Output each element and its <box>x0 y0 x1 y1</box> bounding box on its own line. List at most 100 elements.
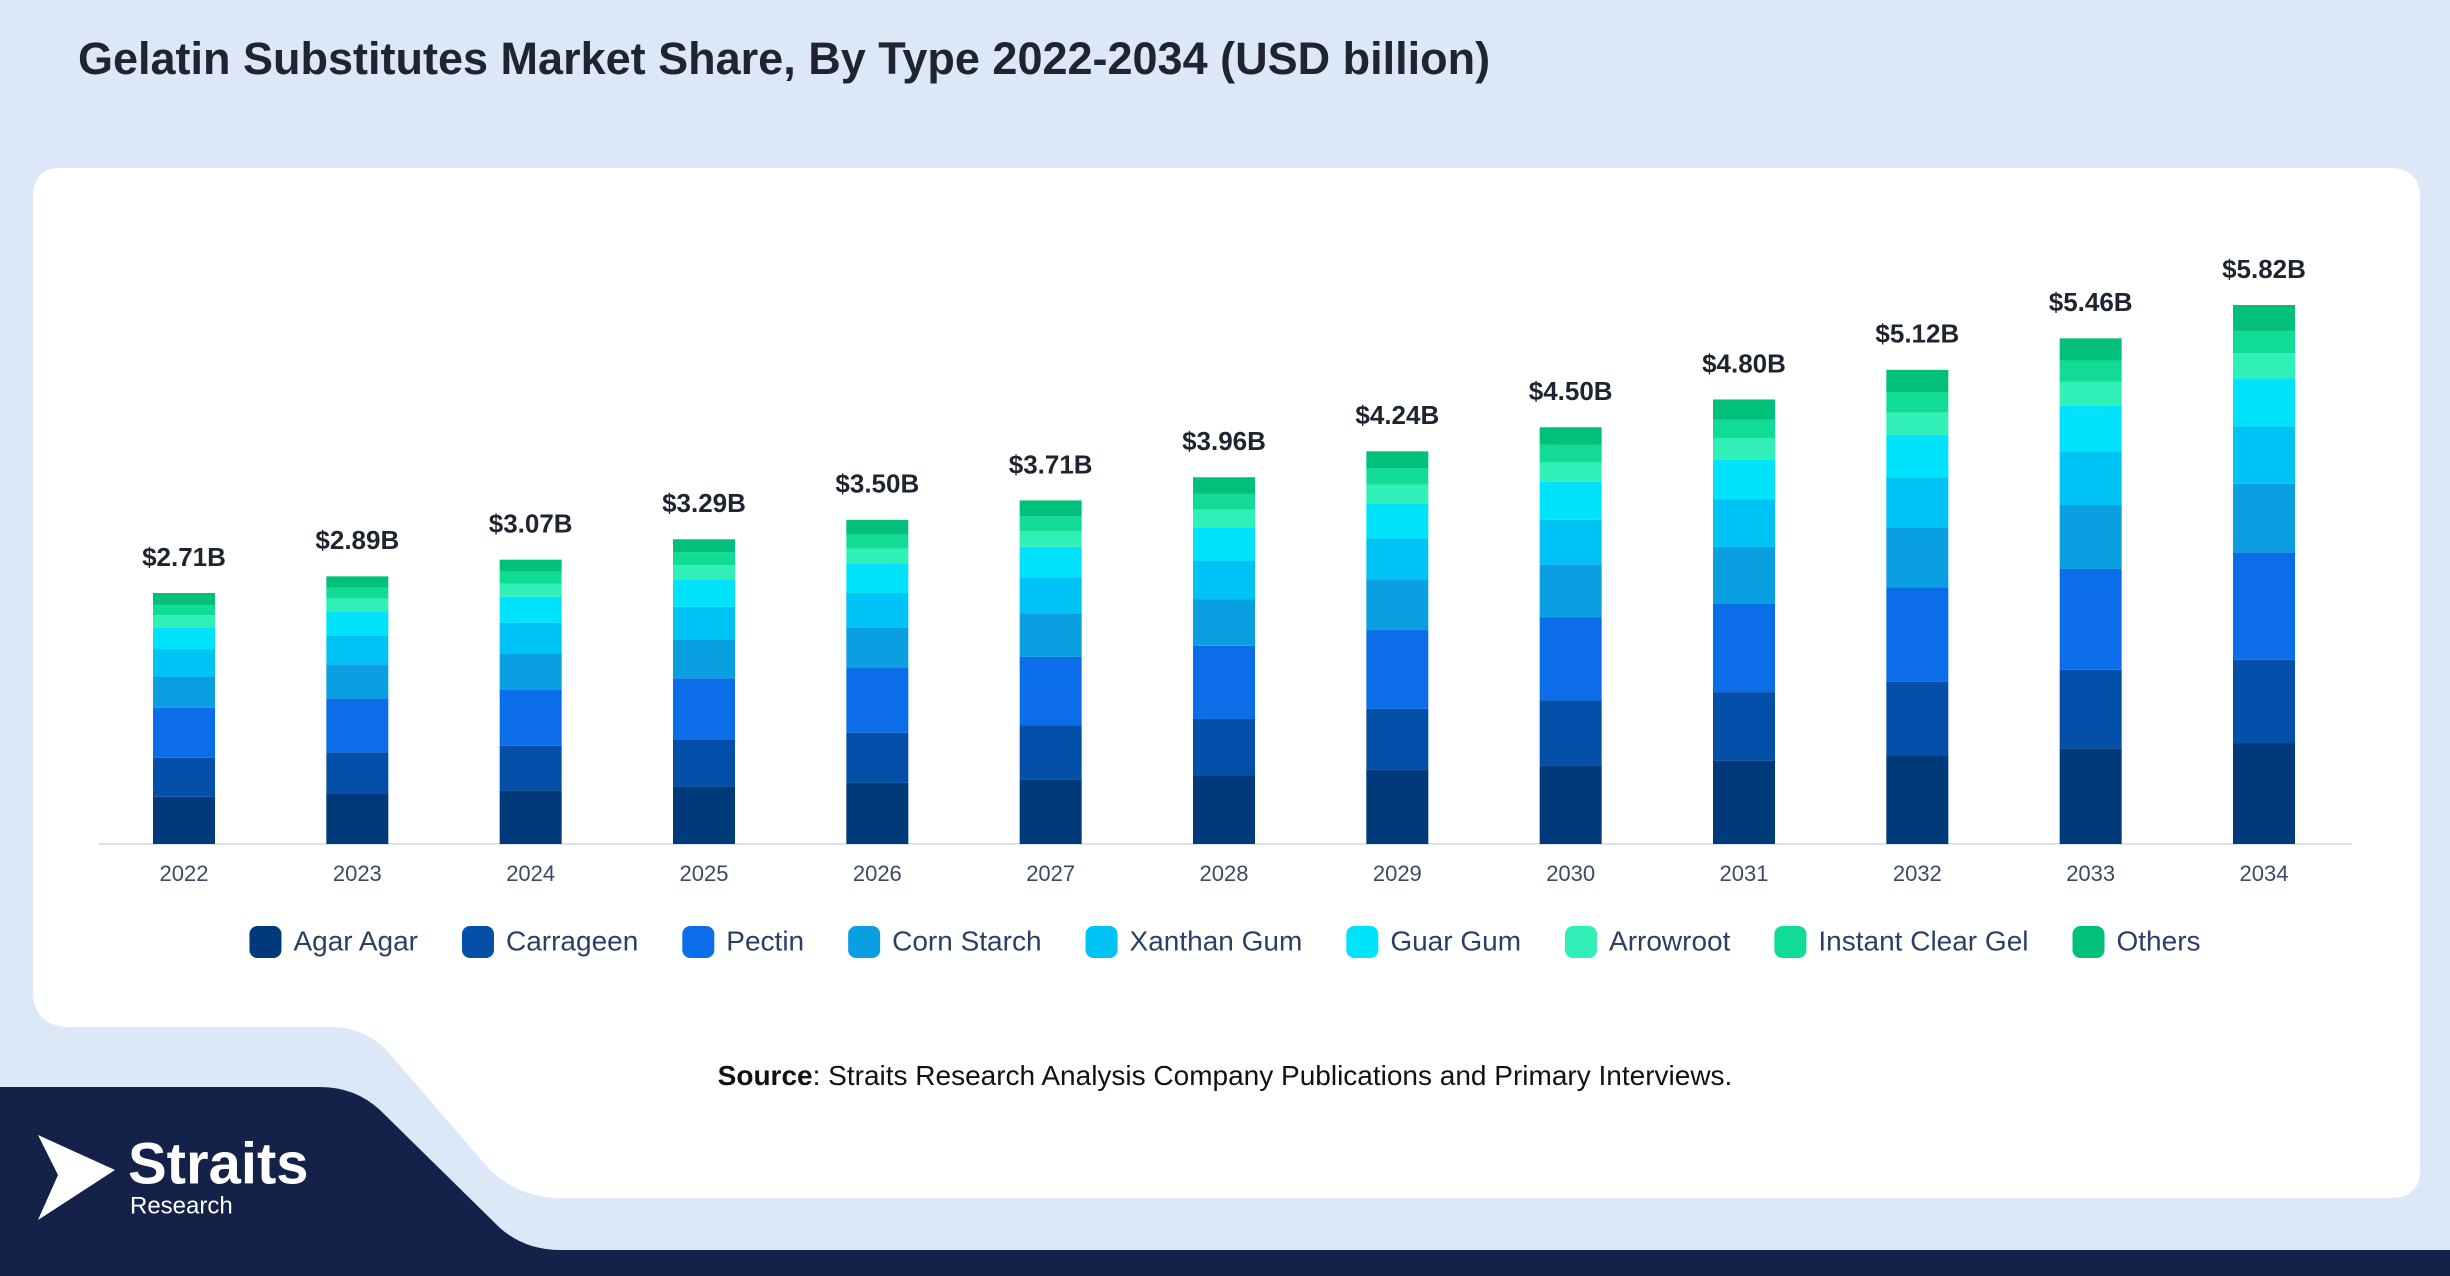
total-label: $3.07B <box>489 509 573 539</box>
bar-segment <box>1886 527 1949 588</box>
bar-segment <box>1886 412 1949 435</box>
bar-segment <box>499 596 562 623</box>
total-label: $4.80B <box>1702 348 1786 378</box>
bar-segment <box>1193 775 1255 844</box>
legend-swatch <box>1774 926 1807 958</box>
total-label: $3.71B <box>1009 449 1093 479</box>
bar-segment <box>2059 748 2122 844</box>
bar-segment <box>673 579 735 607</box>
bar-segment <box>326 752 389 794</box>
bar-segment <box>326 576 389 588</box>
bar-segment <box>499 689 562 746</box>
bar-segment <box>673 739 735 787</box>
total-label: $3.50B <box>835 469 919 499</box>
bar-segment <box>153 757 215 797</box>
bar-segment <box>846 732 909 783</box>
bar-segment <box>2233 330 2295 354</box>
bar-segment <box>1886 369 1949 393</box>
source-label: Source <box>718 1060 813 1091</box>
legend-label: Agar Agar <box>293 925 418 956</box>
bar-segment <box>673 565 735 580</box>
bar-segment <box>673 639 735 679</box>
bar-segment <box>1713 399 1775 420</box>
bar-segment <box>1886 587 1949 682</box>
bar-segment <box>153 707 215 758</box>
bar-segment <box>326 587 389 599</box>
bar-segment <box>2233 659 2295 744</box>
bar-segment <box>1366 467 1429 485</box>
bar-segment <box>153 796 215 844</box>
legend-label: Guar Gum <box>1390 925 1521 956</box>
bar-segment <box>326 635 389 665</box>
bar-segment <box>1886 434 1949 478</box>
bar-segment <box>153 627 215 650</box>
bar-segment <box>1366 708 1429 770</box>
legend-swatch <box>249 926 282 958</box>
x-tick-label: 2031 <box>1720 861 1769 886</box>
bar-segment <box>1886 755 1949 844</box>
bar-segment <box>1539 765 1602 844</box>
bar-segment <box>1886 477 1949 528</box>
legend-swatch <box>2072 926 2105 958</box>
bar-segment <box>1713 603 1775 693</box>
bar-segment <box>1193 560 1255 600</box>
bar-segment <box>1019 546 1082 578</box>
legend-label: Xanthan Gum <box>1130 925 1303 956</box>
bar-segment <box>499 583 562 597</box>
bar-segment <box>846 782 909 844</box>
legend-label: Arrowroot <box>1609 925 1731 956</box>
bar-segment <box>1539 564 1602 618</box>
total-label: $4.24B <box>1355 400 1439 430</box>
x-tick-label: 2029 <box>1373 861 1422 886</box>
bar-segment <box>1019 779 1082 844</box>
bar-segment <box>1019 725 1082 780</box>
bar-segment <box>1193 493 1255 510</box>
bar-segment <box>326 698 389 753</box>
chart-title: Gelatin Substitutes Market Share, By Typ… <box>78 33 1490 84</box>
bar-segment <box>2233 305 2295 331</box>
x-tick-label: 2034 <box>2240 861 2289 886</box>
legend-swatch <box>1085 926 1118 958</box>
x-tick-label: 2022 <box>160 861 209 886</box>
total-label: $5.12B <box>1875 319 1959 349</box>
logo-tagline: Research <box>130 1192 233 1219</box>
bar-segment <box>1019 577 1082 614</box>
bar-segment <box>1886 392 1949 413</box>
x-tick-label: 2025 <box>680 861 729 886</box>
bar-segment <box>1366 580 1429 631</box>
bar-segment <box>1193 718 1255 776</box>
bar-segment <box>2059 505 2122 569</box>
bar-segment <box>326 611 389 636</box>
bar-segment <box>499 622 562 654</box>
logo-icon <box>38 1135 115 1220</box>
x-tick-label: 2028 <box>1200 861 1249 886</box>
bar-segment <box>1366 451 1429 468</box>
legend-swatch <box>848 926 881 958</box>
bar-segment <box>673 539 735 553</box>
bar-segment <box>153 649 215 677</box>
footer-band <box>0 1087 2450 1276</box>
bar-segment <box>846 593 909 628</box>
bar-segment <box>1713 692 1775 761</box>
legend-label: Instant Clear Gel <box>1818 925 2028 956</box>
bar-segment <box>1539 427 1602 445</box>
legend-swatch <box>682 926 715 958</box>
bar-segment <box>846 534 909 549</box>
bar-segment <box>2233 353 2295 379</box>
bar-segment <box>2059 381 2122 406</box>
legend-label: Pectin <box>726 925 804 956</box>
total-label: $3.29B <box>662 488 746 518</box>
bar-segment <box>1713 546 1775 604</box>
bar-segment <box>499 653 562 690</box>
bar-segment <box>1713 499 1775 547</box>
bar-segment <box>1366 503 1429 539</box>
bar-segment <box>1193 599 1255 646</box>
total-label: $2.89B <box>315 525 399 555</box>
total-label: $4.50B <box>1529 376 1613 406</box>
bar-segment <box>2059 568 2122 670</box>
bar-segment <box>153 593 215 606</box>
legend-swatch <box>461 926 494 958</box>
bar-segment <box>673 786 735 844</box>
bar-segment <box>1193 527 1255 561</box>
